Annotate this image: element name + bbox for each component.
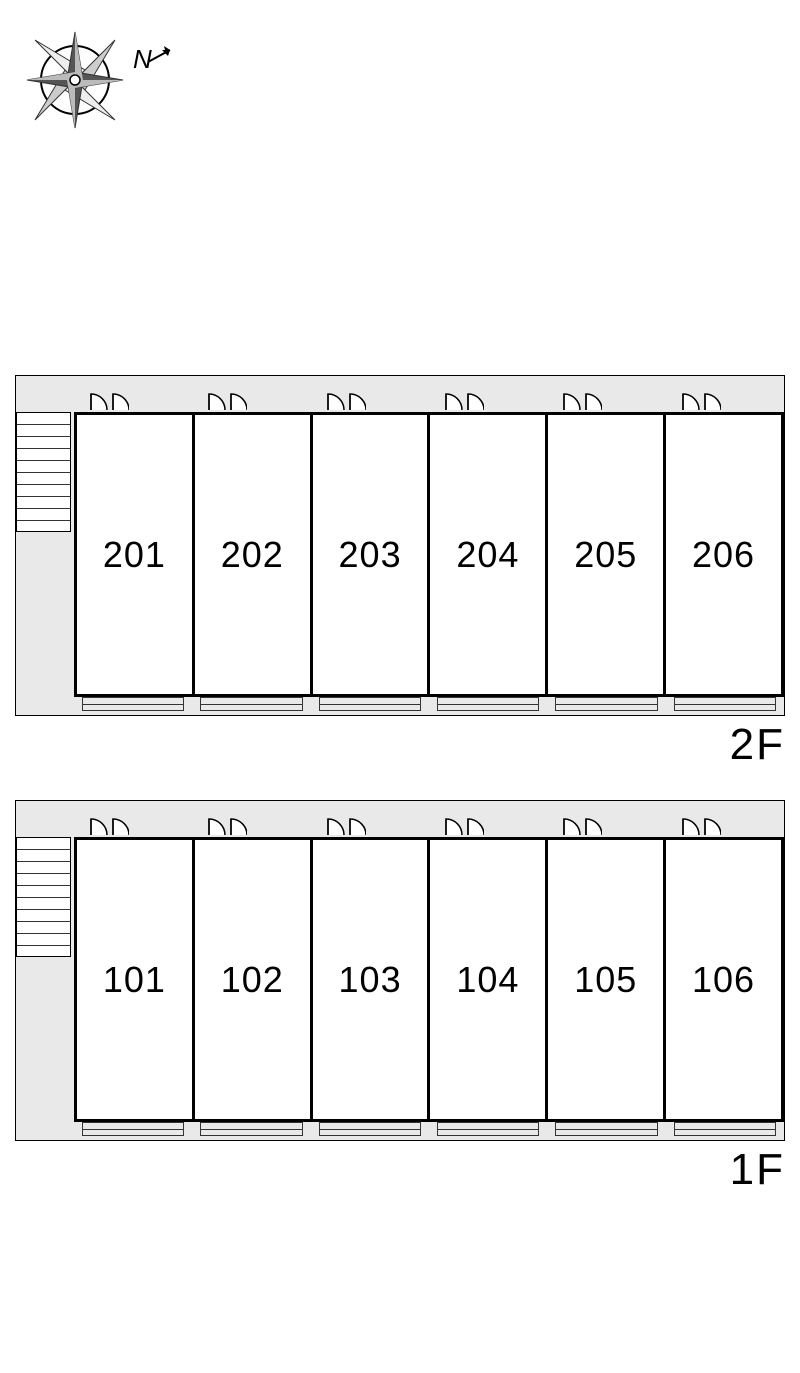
unit-106: 106 [663,837,784,1122]
unit-label: 202 [221,534,284,576]
balcony-icon [666,697,784,715]
door-icon [562,390,602,412]
door-icon [89,390,129,412]
door-icon [207,390,247,412]
unit-201: 201 [74,412,192,697]
balcony-icon [74,1122,192,1140]
unit-label: 204 [456,534,519,576]
balcony-icon [547,1122,665,1140]
unit-203: 203 [310,412,428,697]
unit-label: 201 [103,534,166,576]
floor-label-1F: 1F [730,1145,785,1195]
floor-outline: 101 102 103 104 105 106 [15,800,785,1141]
balcony-row [74,697,784,715]
door-icon [562,815,602,837]
floor-2: 201 202 203 204 205 206 [15,375,785,716]
unit-204: 204 [427,412,545,697]
unit-206: 206 [663,412,784,697]
units-row: 101 102 103 104 105 106 [74,837,784,1122]
unit-label: 203 [339,534,402,576]
stair-icon [16,412,71,532]
unit-label: 206 [692,534,755,576]
balcony-icon [192,697,310,715]
balcony-row [74,1122,784,1140]
unit-102: 102 [192,837,310,1122]
floor-plan-canvas: N [0,0,800,1373]
units-row: 201 202 203 204 205 206 [74,412,784,697]
unit-103: 103 [310,837,428,1122]
unit-label: 104 [456,959,519,1001]
floor-label-2F: 2F [730,720,785,770]
unit-202: 202 [192,412,310,697]
door-icon [326,390,366,412]
balcony-icon [311,1122,429,1140]
unit-label: 106 [692,959,755,1001]
unit-label: 103 [339,959,402,1001]
balcony-icon [311,697,429,715]
corridor [16,376,784,412]
unit-label: 101 [103,959,166,1001]
door-icon [681,815,721,837]
unit-105: 105 [545,837,663,1122]
balcony-icon [192,1122,310,1140]
door-icon [89,815,129,837]
floor-1: 101 102 103 104 105 106 [15,800,785,1141]
balcony-icon [429,1122,547,1140]
floor-outline: 201 202 203 204 205 206 [15,375,785,716]
compass-icon: N [20,20,180,140]
unit-101: 101 [74,837,192,1122]
corridor [16,801,784,837]
unit-label: 105 [574,959,637,1001]
door-icon [207,815,247,837]
balcony-icon [74,697,192,715]
stair-icon [16,837,71,957]
door-icon [681,390,721,412]
door-icon [444,390,484,412]
balcony-icon [429,697,547,715]
unit-205: 205 [545,412,663,697]
door-icon [444,815,484,837]
unit-104: 104 [427,837,545,1122]
unit-label: 102 [221,959,284,1001]
balcony-icon [547,697,665,715]
unit-label: 205 [574,534,637,576]
compass-north-label: N [133,44,152,74]
door-icon [326,815,366,837]
balcony-icon [666,1122,784,1140]
